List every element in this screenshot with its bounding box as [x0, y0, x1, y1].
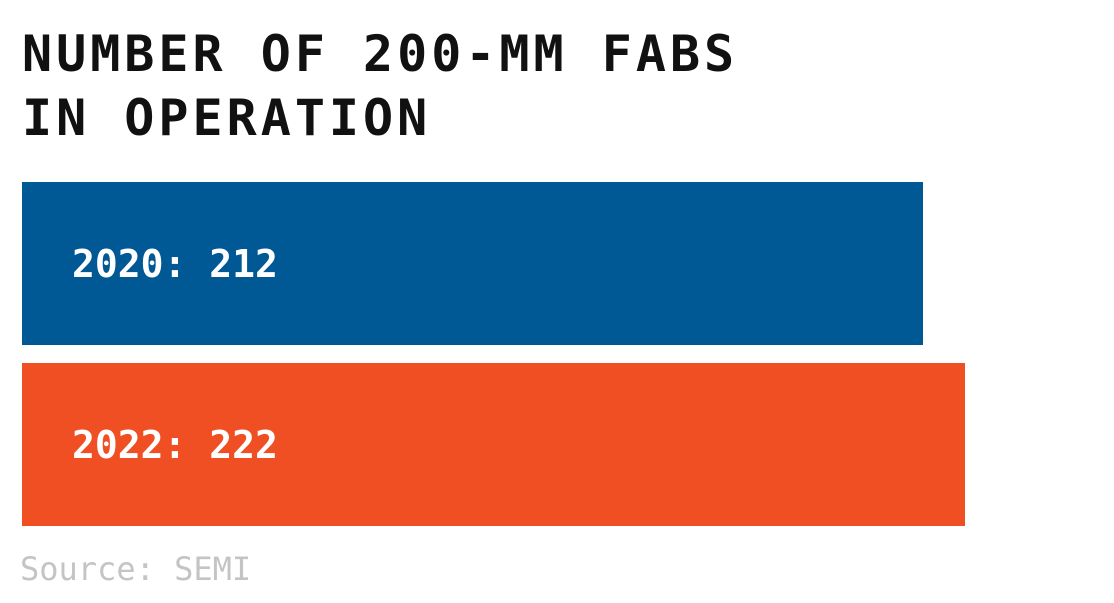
bar-label-2022: 2022: 222 — [72, 422, 278, 467]
bar-2022: 2022: 222 — [22, 363, 965, 526]
source-note: Source: SEMI — [20, 550, 252, 588]
chart-title-line-2: IN OPERATION — [22, 89, 432, 147]
bar-label-2020: 2020: 212 — [72, 241, 278, 286]
chart-title: NUMBER OF 200-MM FABS IN OPERATION — [22, 22, 738, 150]
bar-2020: 2020: 212 — [22, 182, 923, 345]
chart-title-line-1: NUMBER OF 200-MM FABS — [22, 25, 739, 83]
